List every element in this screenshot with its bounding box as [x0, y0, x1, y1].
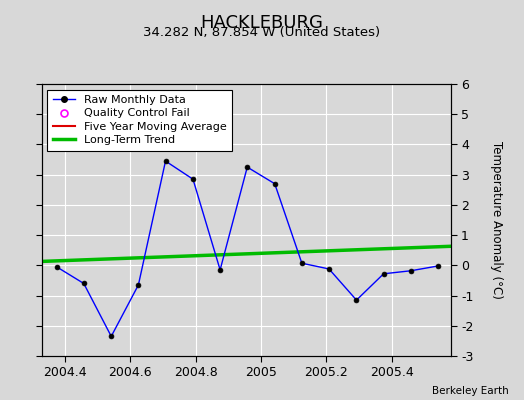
Text: HACKLEBURG: HACKLEBURG — [201, 14, 323, 32]
Raw Monthly Data — [162, 159, 169, 164]
Raw Monthly Data — [108, 334, 114, 339]
Y-axis label: Temperature Anomaly (°C): Temperature Anomaly (°C) — [490, 141, 503, 299]
Raw Monthly Data — [435, 264, 441, 268]
Raw Monthly Data — [299, 261, 305, 266]
Raw Monthly Data — [271, 181, 278, 186]
Raw Monthly Data — [326, 266, 332, 271]
Line: Raw Monthly Data: Raw Monthly Data — [54, 159, 441, 339]
Raw Monthly Data — [380, 271, 387, 276]
Text: Berkeley Earth: Berkeley Earth — [432, 386, 508, 396]
Raw Monthly Data — [53, 264, 60, 269]
Raw Monthly Data — [190, 177, 196, 182]
Raw Monthly Data — [81, 281, 87, 286]
Legend: Raw Monthly Data, Quality Control Fail, Five Year Moving Average, Long-Term Tren: Raw Monthly Data, Quality Control Fail, … — [48, 90, 233, 151]
Raw Monthly Data — [408, 268, 414, 273]
Raw Monthly Data — [217, 268, 223, 272]
Raw Monthly Data — [353, 298, 359, 302]
Raw Monthly Data — [244, 165, 250, 170]
Text: 34.282 N, 87.854 W (United States): 34.282 N, 87.854 W (United States) — [144, 26, 380, 39]
Raw Monthly Data — [135, 282, 141, 287]
